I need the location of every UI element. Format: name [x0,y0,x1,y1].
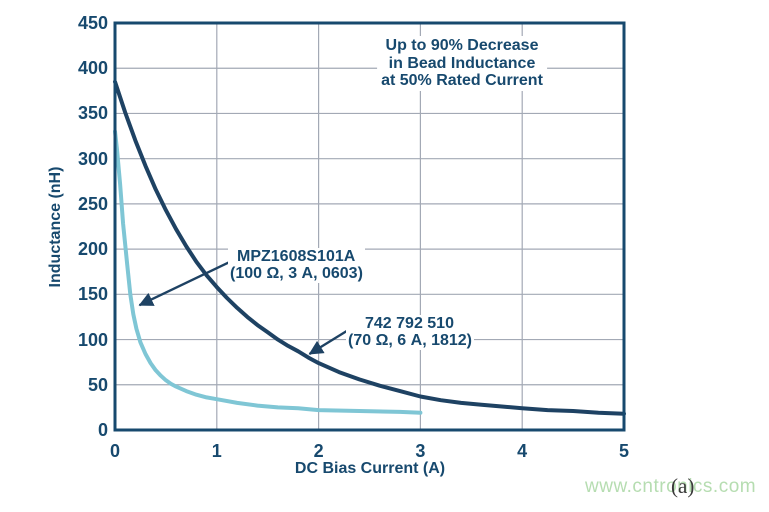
x-tick-label: 4 [517,441,528,461]
annotation-arrow [138,260,231,307]
y-tick-label: 400 [77,58,108,79]
y-tick-label: 150 [77,284,108,305]
y-tick-label: 0 [97,420,108,440]
annotation-line: in Bead Inductance [388,54,536,72]
chart-annotation: Up to 90% Decrease in Bead Inductance at… [377,36,547,91]
series-curve-0 [113,79,626,416]
x-axis-title: DC Bias Current (A) [294,460,446,477]
annotation-line: Up to 90% Decrease [385,37,539,54]
data-curves [113,79,626,416]
figure-label: (a) [671,474,695,498]
gridlines [115,23,624,430]
y-axis-title: Inductance (nH) [47,166,64,288]
x-tick-label: 5 [618,441,630,461]
watermark: www.cntronics.com [585,476,757,497]
x-tick-label: 3 [415,441,426,461]
y-tick-label: 250 [77,193,108,214]
x-tick-label: 0 [109,441,121,461]
y-tick-label: 300 [77,148,108,169]
y-tick-label: 100 [77,329,108,350]
curve-label-mpz1608: MPZ1608S101A (100 Ω, 3 A, 0603) [228,248,365,283]
plot-frame [113,21,626,432]
curve-label-line: (100 Ω, 3 A, 0603) [230,264,363,282]
curve-label-742792510: 742 792 510 (70 Ω, 6 A, 1812) [346,315,474,350]
x-tick-label: 2 [313,441,324,461]
curve-label-line: (70 Ω, 6 A, 1812) [348,331,472,349]
y-tick-label: 50 [87,374,108,395]
curve-label-line: MPZ1608S101A [237,248,356,265]
series-curve-1 [113,129,423,415]
x-tick-label: 1 [211,441,222,461]
y-tick-label: 200 [77,239,108,260]
y-tick-label: 450 [77,13,108,33]
annotation-line: at 50% Rated Current [381,72,543,89]
y-tick-label: 350 [77,103,108,124]
curve-label-line: 742 792 510 [365,315,454,332]
